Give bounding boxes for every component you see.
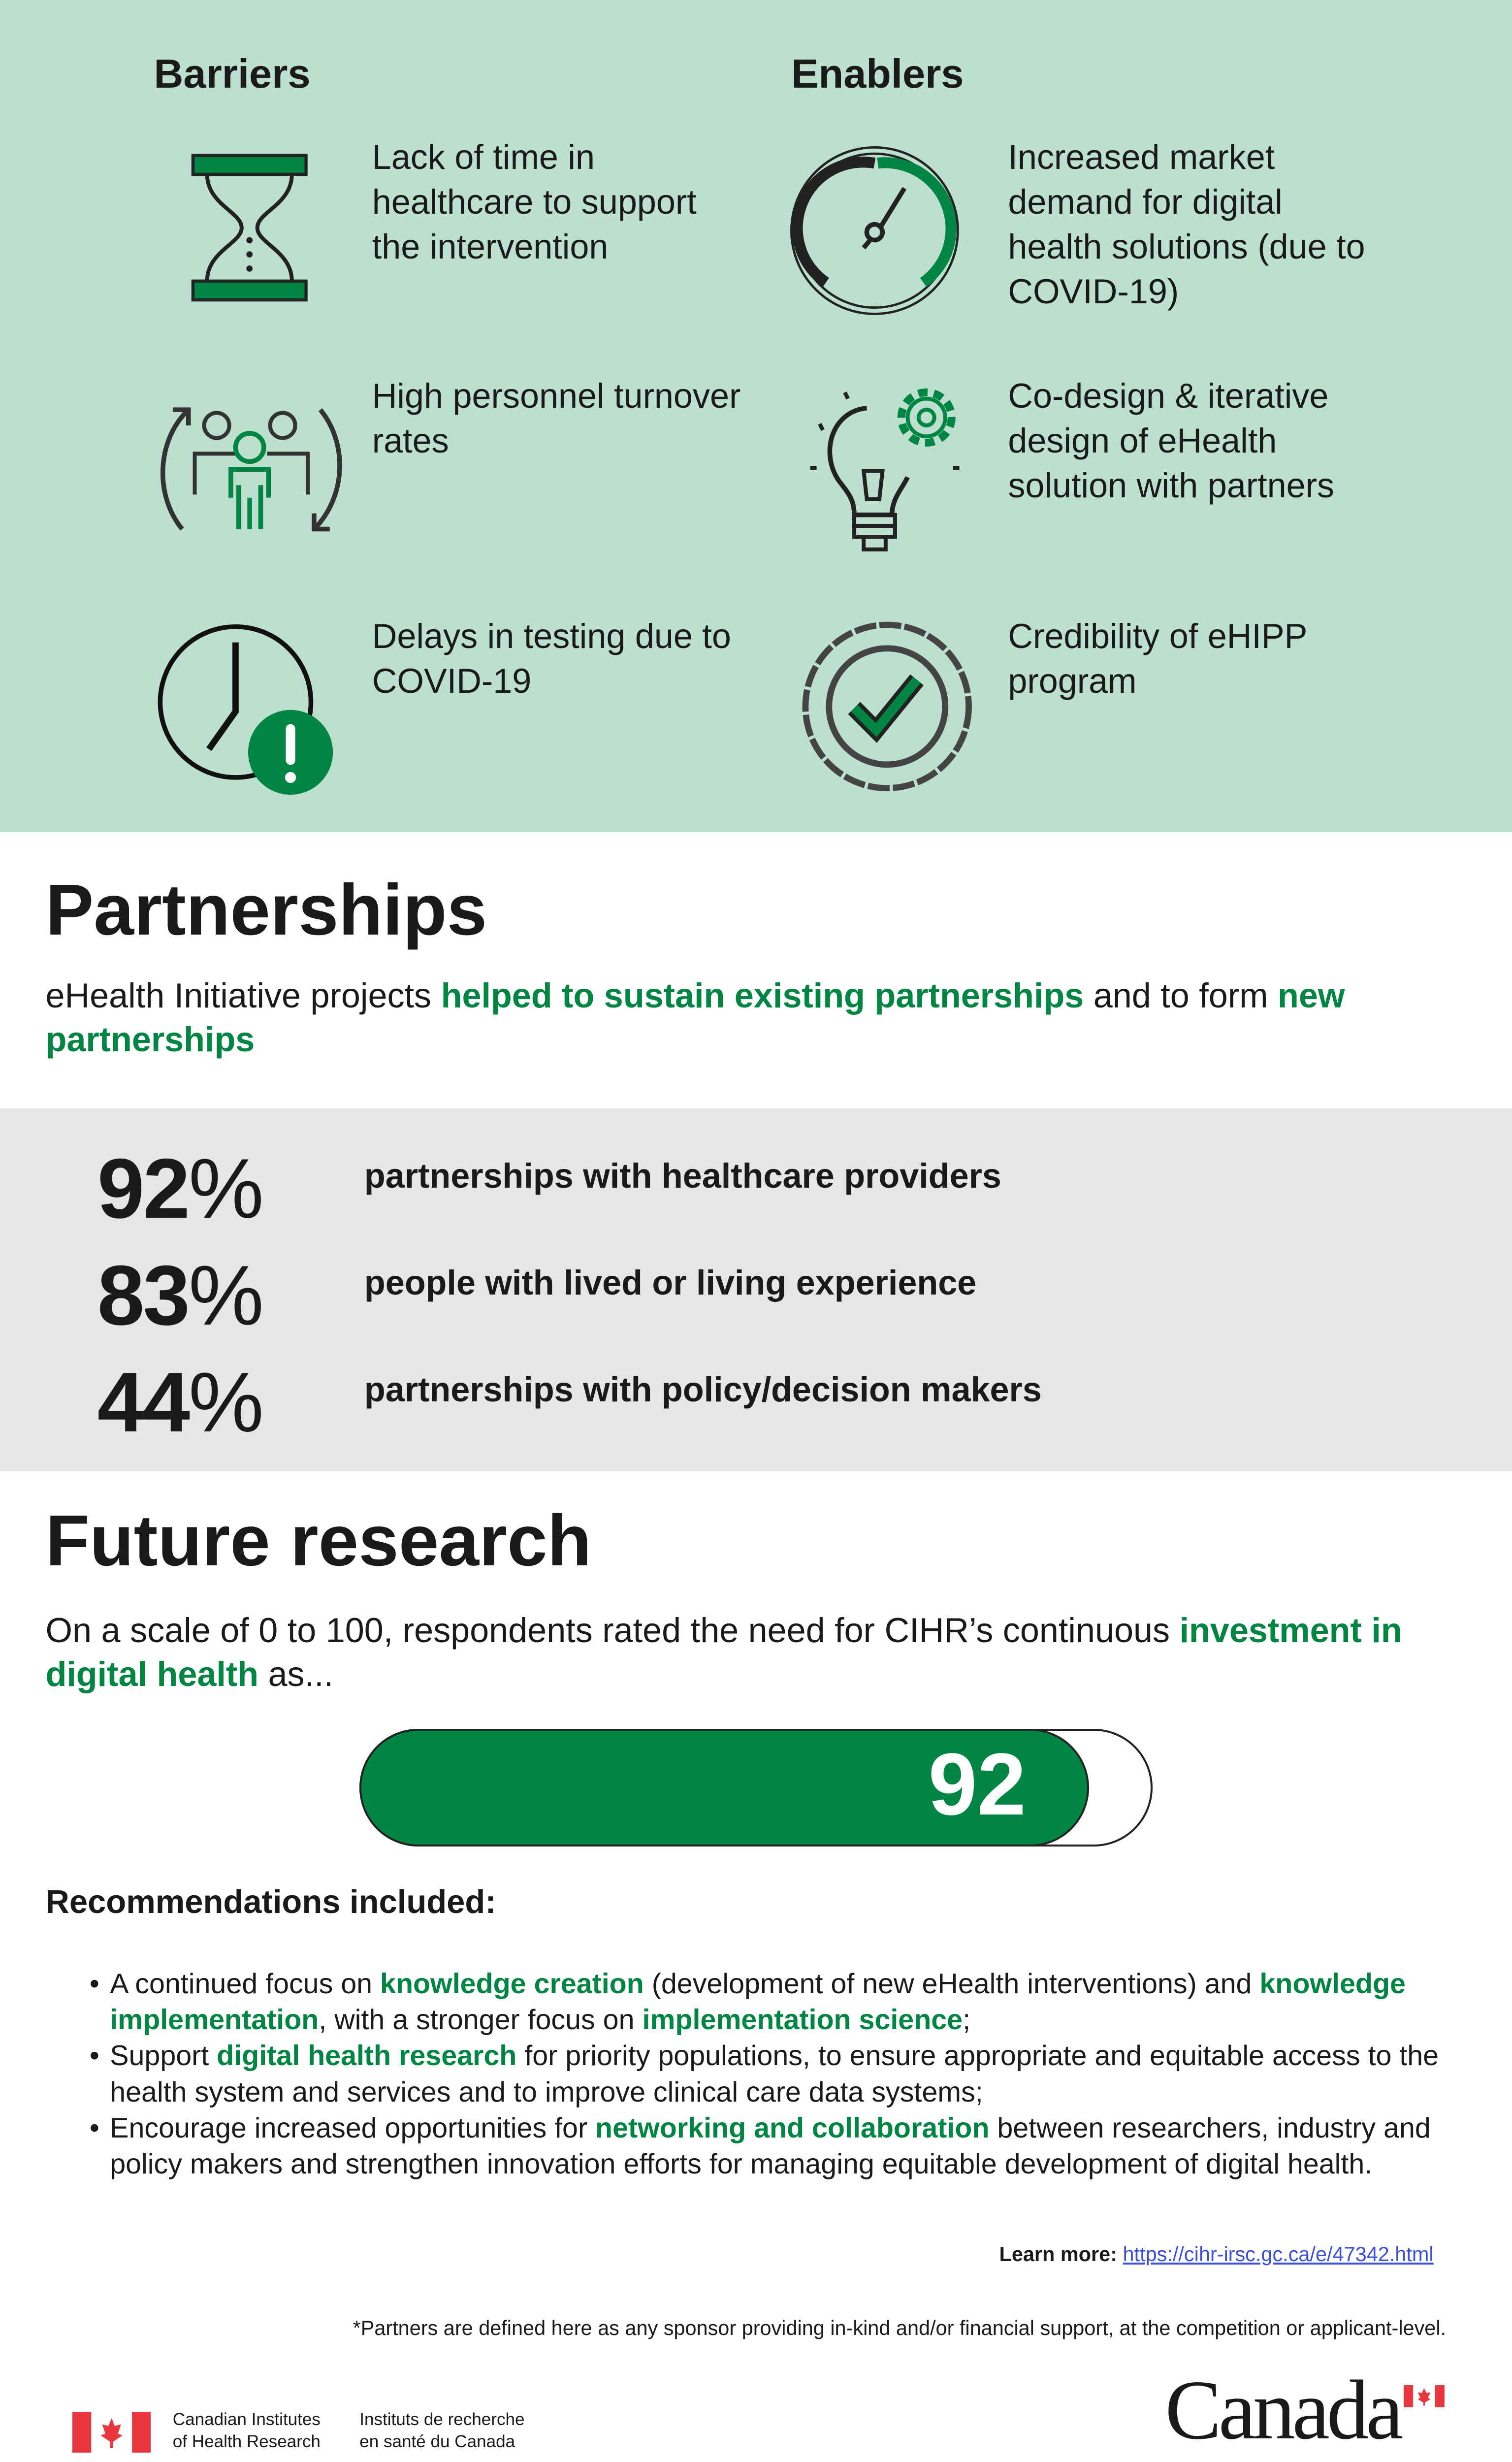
enablers-heading: Enablers bbox=[791, 51, 964, 97]
future-intro: On a scale of 0 to 100, respondents rate… bbox=[45, 1608, 1458, 1696]
stat-value: 83% bbox=[97, 1247, 264, 1344]
intro-highlight: helped to sustain existing partnerships bbox=[441, 976, 1084, 1015]
cihr-name-fr: Instituts de recherche en santé du Canada bbox=[359, 2409, 524, 2453]
partnerships-intro: eHealth Initiative projects helped to su… bbox=[45, 973, 1458, 1062]
personnel-turnover-icon bbox=[160, 407, 342, 532]
rec-text: Encourage increased opportunities for bbox=[110, 2112, 596, 2144]
learn-more-label: Learn more: bbox=[999, 2242, 1117, 2266]
partnerships-title: Partnerships bbox=[45, 869, 487, 950]
stat-value: 44% bbox=[97, 1354, 264, 1451]
intro-text: as... bbox=[258, 1654, 334, 1693]
wordmark-flag-icon bbox=[1403, 2385, 1445, 2407]
barriers-enablers-panel bbox=[0, 0, 1512, 833]
intro-text: On a scale of 0 to 100, respondents rate… bbox=[45, 1610, 1180, 1650]
barriers-heading: Barriers bbox=[154, 51, 311, 97]
rec-text: for priority populations, to ensure appr… bbox=[110, 2040, 1439, 2108]
speedometer-icon bbox=[790, 146, 959, 316]
check-seal-icon bbox=[802, 621, 972, 792]
recommendations-list: A continued focus on knowledge creation … bbox=[90, 1966, 1471, 2183]
stat-unit: % bbox=[188, 1248, 264, 1343]
rec-highlight: knowledge implementation bbox=[110, 1968, 1406, 2036]
stat-label: people with lived or living experience bbox=[364, 1263, 977, 1302]
stat-unit: % bbox=[188, 1355, 264, 1450]
stat-number: 92 bbox=[97, 1141, 190, 1236]
rec-text: ; bbox=[963, 2004, 971, 2036]
enabler-text: Increased market demand for digital heal… bbox=[1008, 137, 1365, 311]
rec-text: (development of new eHealth intervention… bbox=[643, 1968, 1260, 2000]
rec-text: between researchers, industry and policy… bbox=[110, 2112, 1431, 2180]
rec-text: A continued focus on bbox=[110, 1968, 381, 2000]
learn-more: Learn more: https://cihr-irsc.gc.ca/e/47… bbox=[999, 2242, 1434, 2266]
stat-value: 92% bbox=[97, 1140, 264, 1237]
stat-number: 44 bbox=[97, 1355, 190, 1450]
barrier-text: Delays in testing due to COVID-19 bbox=[372, 616, 731, 700]
intro-highlight: investment in digital health bbox=[45, 1610, 1402, 1693]
intro-text: eHealth Initiative projects bbox=[45, 976, 441, 1015]
rec-text: Support bbox=[110, 2040, 217, 2072]
cihr-fr-line: en santé du Canada bbox=[359, 2431, 515, 2451]
footnote: *Partners are defined here as any sponso… bbox=[353, 2316, 1447, 2339]
learn-more-link[interactable]: https://cihr-irsc.gc.ca/e/47342.html bbox=[1123, 2242, 1434, 2266]
rec-highlight: networking and collaboration bbox=[595, 2112, 990, 2144]
canada-flag-icon bbox=[72, 2412, 151, 2453]
lightbulb-gear-icon bbox=[810, 389, 960, 552]
enabler-text: Co-design & iterative design of eHealth … bbox=[1008, 376, 1335, 505]
hourglass-icon bbox=[192, 154, 308, 302]
rec-text: , with a stronger focus on bbox=[319, 2004, 643, 2036]
stat-label: partnerships with healthcare providers bbox=[364, 1156, 1001, 1196]
rec-highlight: knowledge creation bbox=[380, 1968, 644, 2000]
canada-wordmark: Canada bbox=[1165, 2363, 1403, 2457]
stat-number: 83 bbox=[97, 1248, 190, 1343]
clock-alert-icon bbox=[158, 624, 333, 795]
intro-highlight: new partnerships bbox=[45, 976, 1345, 1059]
cihr-name-en: Canadian Institutes of Health Research bbox=[173, 2409, 321, 2453]
rating-bar-fill bbox=[359, 1729, 1089, 1847]
enabler-text: Credibility of eHIPP program bbox=[1008, 616, 1307, 700]
rating-value: 92 bbox=[928, 1734, 1026, 1833]
barrier-text: Lack of time in healthcare to support th… bbox=[372, 137, 697, 266]
barrier-text: High personnel turnover rates bbox=[372, 376, 741, 460]
list-item: Encourage increased opportunities for ne… bbox=[90, 2110, 1471, 2183]
intro-text: and to form bbox=[1084, 976, 1278, 1015]
recommendations-heading: Recommendations included: bbox=[45, 1883, 496, 1920]
cihr-fr-line: Instituts de recherche bbox=[359, 2409, 525, 2429]
rec-highlight: implementation science bbox=[642, 2004, 963, 2036]
stat-label: partnerships with policy/decision makers bbox=[364, 1369, 1042, 1409]
cihr-en-line: of Health Research bbox=[172, 2431, 321, 2451]
future-research-title: Future research bbox=[45, 1500, 592, 1582]
rec-highlight: digital health research bbox=[217, 2040, 517, 2072]
stats-panel bbox=[0, 1108, 1512, 1472]
list-item: Support digital health research for prio… bbox=[90, 2038, 1471, 2110]
cihr-en-line: Canadian Institutes bbox=[172, 2409, 321, 2429]
list-item: A continued focus on knowledge creation … bbox=[90, 1966, 1471, 2039]
stat-unit: % bbox=[188, 1141, 264, 1236]
